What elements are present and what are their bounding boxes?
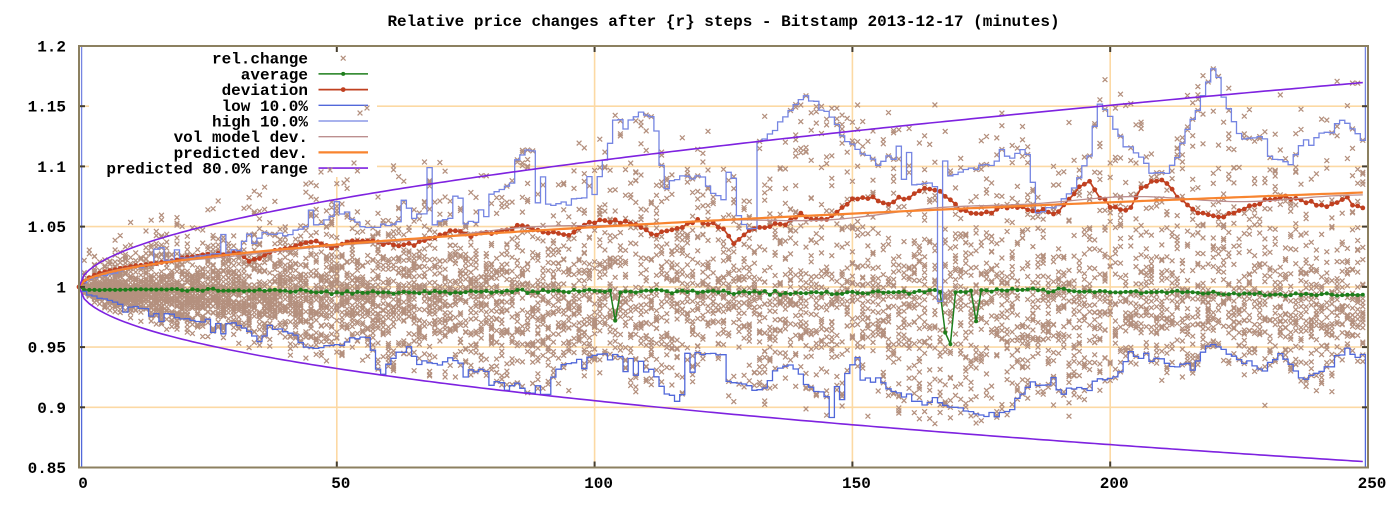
svg-text:1.15: 1.15 [28, 99, 66, 117]
svg-text:1.05: 1.05 [28, 219, 66, 237]
svg-text:1.1: 1.1 [37, 159, 66, 177]
svg-text:high 10.0%: high 10.0% [212, 114, 308, 132]
svg-text:vol model dev.: vol model dev. [174, 129, 308, 147]
svg-text:deviation: deviation [222, 82, 308, 100]
svg-text:0.85: 0.85 [28, 460, 66, 478]
svg-text:50: 50 [331, 475, 350, 493]
svg-text:Relative price changes after {: Relative price changes after {r} steps -… [387, 13, 1059, 31]
svg-text:100: 100 [584, 475, 613, 493]
svg-text:250: 250 [1358, 475, 1387, 493]
svg-text:0.95: 0.95 [28, 340, 66, 358]
svg-text:1.2: 1.2 [37, 39, 66, 57]
svg-text:low 10.0%: low 10.0% [222, 98, 309, 116]
svg-text:rel.change: rel.change [212, 51, 308, 69]
svg-text:0: 0 [78, 475, 88, 493]
svg-text:0.9: 0.9 [37, 400, 66, 418]
svg-text:150: 150 [842, 475, 871, 493]
svg-text:predicted 80.0% range: predicted 80.0% range [106, 161, 308, 179]
svg-text:average: average [241, 66, 308, 84]
svg-text:200: 200 [1100, 475, 1129, 493]
svg-text:predicted dev.: predicted dev. [174, 145, 308, 163]
svg-text:1: 1 [56, 279, 66, 297]
